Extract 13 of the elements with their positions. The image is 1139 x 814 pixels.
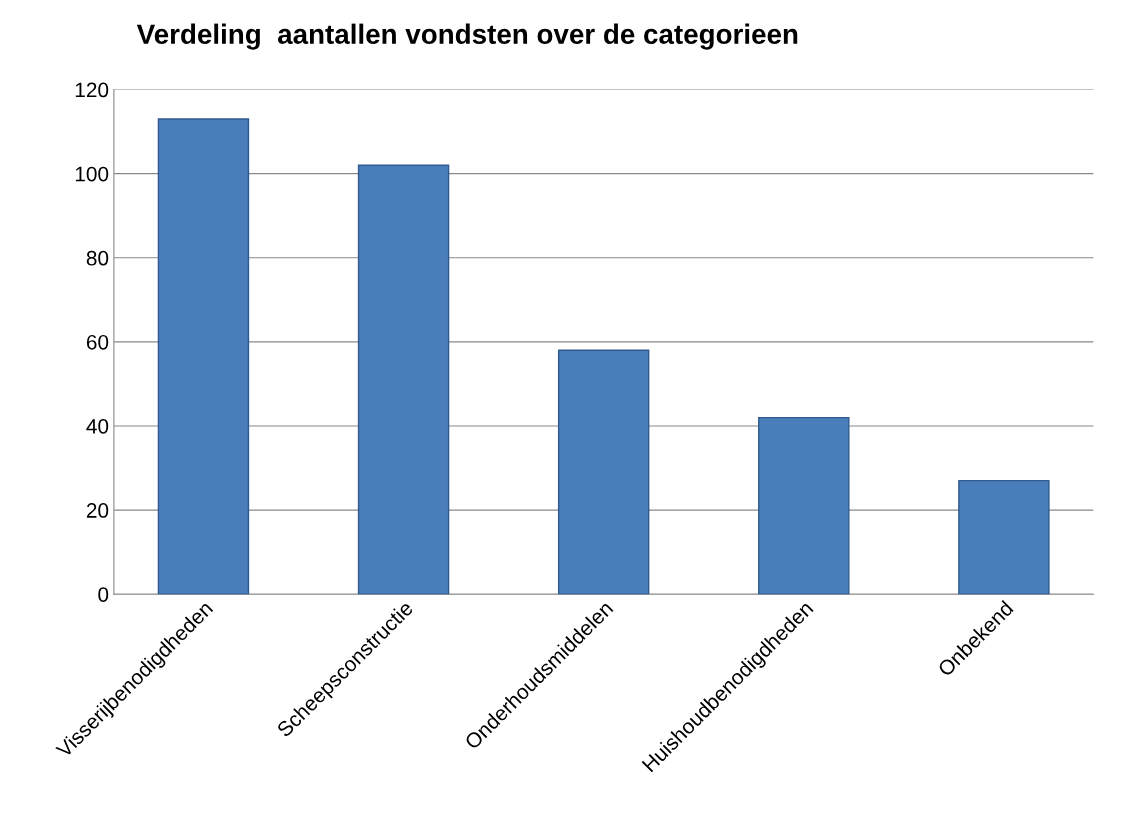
bar	[357, 164, 450, 595]
bar	[157, 118, 250, 595]
bar	[758, 416, 850, 595]
y-tick-label: 100	[75, 166, 109, 182]
y-tick-label: 20	[86, 503, 109, 518]
y-tick-label: 0	[98, 587, 109, 602]
y-tick-label: 80	[86, 250, 109, 266]
y-tick-label: 60	[86, 334, 109, 350]
bar	[557, 349, 650, 595]
chart-title: Verdeling aantallen vondsten over de categorieen	[136, 23, 798, 50]
y-tick-label: 40	[86, 418, 109, 434]
y-tick-label: 120	[75, 82, 109, 98]
bar	[958, 479, 1050, 595]
